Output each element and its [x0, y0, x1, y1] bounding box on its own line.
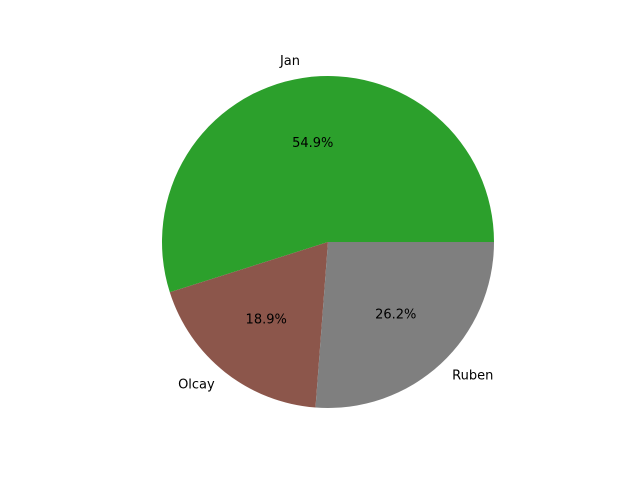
pie-slice-jan [162, 75, 494, 293]
percent-label-jan: 54.9% [292, 136, 333, 151]
slice-label-ruben: Ruben [452, 368, 493, 383]
percent-label-olcay: 18.9% [246, 313, 287, 328]
percent-label-ruben: 26.2% [375, 308, 416, 323]
slice-label-olcay: Olcay [178, 378, 215, 393]
pie-slice-ruben [315, 242, 494, 408]
pie-slice-olcay [169, 242, 328, 408]
slice-label-jan: Jan [279, 54, 300, 69]
